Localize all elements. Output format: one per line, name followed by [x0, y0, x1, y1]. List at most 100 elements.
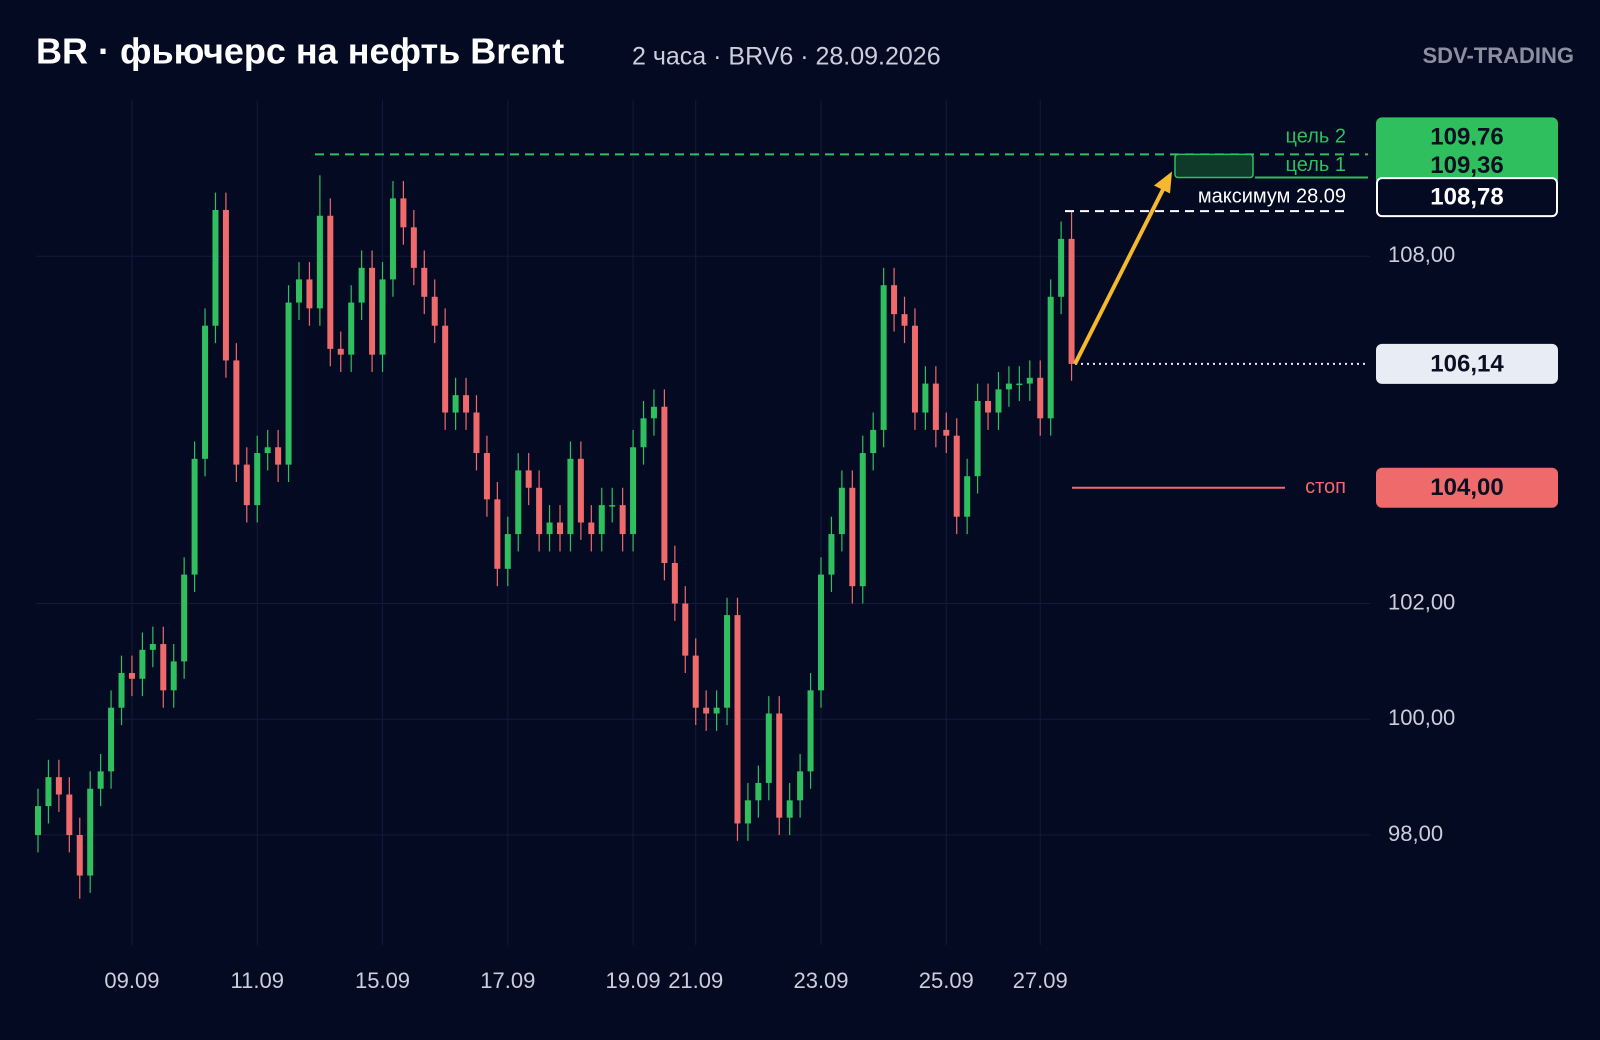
candle-body: [337, 348, 344, 355]
level-price-label: 108,78: [1430, 183, 1503, 210]
candle-body: [306, 279, 313, 309]
candle-body: [609, 505, 616, 507]
x-tick-label: 15.09: [355, 968, 410, 993]
candle-body: [494, 499, 501, 569]
candle-body: [818, 574, 824, 691]
candle-body: [128, 672, 135, 679]
candle-body: [776, 713, 783, 818]
candle-body: [744, 800, 751, 824]
candle-body: [1037, 377, 1044, 419]
x-tick-label: 25.09: [919, 968, 974, 993]
x-tick-label: 09.09: [104, 968, 159, 993]
candle-body: [55, 777, 62, 795]
candle-body: [452, 395, 459, 413]
level-name: цель 2: [1286, 126, 1346, 148]
y-tick-label: 98,00: [1388, 821, 1443, 846]
candle-body: [400, 198, 407, 228]
candle-body: [35, 806, 41, 836]
candle-body: [577, 458, 584, 523]
candle-body: [911, 325, 918, 413]
candle-body: [421, 267, 428, 297]
candle-body: [327, 215, 334, 349]
candle-body: [765, 713, 772, 783]
candle-body: [389, 198, 396, 280]
candle-body: [880, 285, 887, 430]
candle-body: [233, 360, 240, 465]
chart-subtitle: 2 часа · BRV6 · 28.09.2026: [632, 43, 941, 71]
candle-body: [379, 279, 386, 355]
x-tick-label: 19.09: [606, 968, 661, 993]
candle-body: [254, 453, 261, 506]
candle-body: [76, 835, 83, 876]
candle-body: [692, 655, 699, 708]
candle-body: [285, 302, 292, 465]
candle-body: [369, 267, 376, 355]
candle-body: [181, 574, 188, 662]
trend-arrow-head: [1154, 171, 1172, 194]
x-tick-label: 11.09: [231, 968, 284, 993]
candle-body: [473, 412, 480, 454]
candle-body: [1047, 296, 1054, 419]
candle-body: [661, 406, 668, 564]
trend-arrow: [1073, 182, 1168, 365]
candle-body: [567, 458, 574, 535]
level-price-label: 104,00: [1430, 474, 1503, 501]
candle-body: [974, 400, 981, 477]
candle-body: [557, 522, 563, 535]
candle-body: [870, 429, 877, 454]
candle-body: [264, 447, 271, 454]
candle-body: [849, 487, 856, 587]
candle-body: [515, 470, 522, 535]
candle-body: [1068, 238, 1075, 364]
candle-body: [598, 505, 605, 535]
level-price-box: [1376, 343, 1558, 384]
y-tick-label: 108,00: [1388, 242, 1455, 267]
candle-body: [755, 782, 762, 801]
level-name: стоп: [1305, 476, 1346, 498]
candle-body: [650, 406, 657, 419]
candle-body: [536, 487, 543, 535]
candle-body: [640, 418, 647, 448]
candle-body: [525, 470, 532, 488]
candle-body: [985, 400, 992, 413]
candle-body: [546, 522, 553, 535]
y-tick-label: 100,00: [1388, 705, 1455, 730]
candle-body: [191, 458, 198, 575]
candle-body: [807, 690, 814, 772]
candle-body: [358, 267, 365, 303]
candle-body: [703, 707, 710, 714]
candle-body: [348, 302, 355, 355]
candle-body: [431, 296, 438, 326]
candle-body: [671, 563, 678, 604]
candle-body: [97, 771, 104, 789]
y-tick-label: 102,00: [1388, 589, 1455, 614]
candle-body: [149, 644, 156, 650]
candle-body: [901, 314, 908, 326]
candle-body: [243, 464, 250, 506]
x-tick-label: 21.09: [668, 968, 723, 993]
candle-body: [1005, 383, 1012, 390]
brand: SDV-TRADING: [1422, 43, 1574, 68]
candle-body: [953, 435, 960, 517]
candle-body: [828, 534, 835, 575]
candle-body: [463, 395, 470, 413]
candle-body: [932, 383, 939, 430]
candle-body: [66, 794, 73, 836]
candle-body: [139, 649, 146, 679]
candle-body: [202, 325, 209, 459]
candle-body: [1058, 238, 1065, 297]
candle-body: [410, 227, 417, 268]
candle-body: [118, 672, 125, 708]
level-price-box: [1376, 177, 1558, 218]
candle-body: [838, 487, 845, 535]
candle-body: [275, 447, 282, 465]
candle-body: [619, 505, 626, 535]
candle-body: [296, 279, 302, 303]
candle-body: [1026, 377, 1033, 384]
candle-body: [212, 209, 219, 326]
level-name: цель 1: [1286, 154, 1346, 176]
candle-body: [859, 453, 866, 587]
candle-body: [160, 644, 167, 691]
